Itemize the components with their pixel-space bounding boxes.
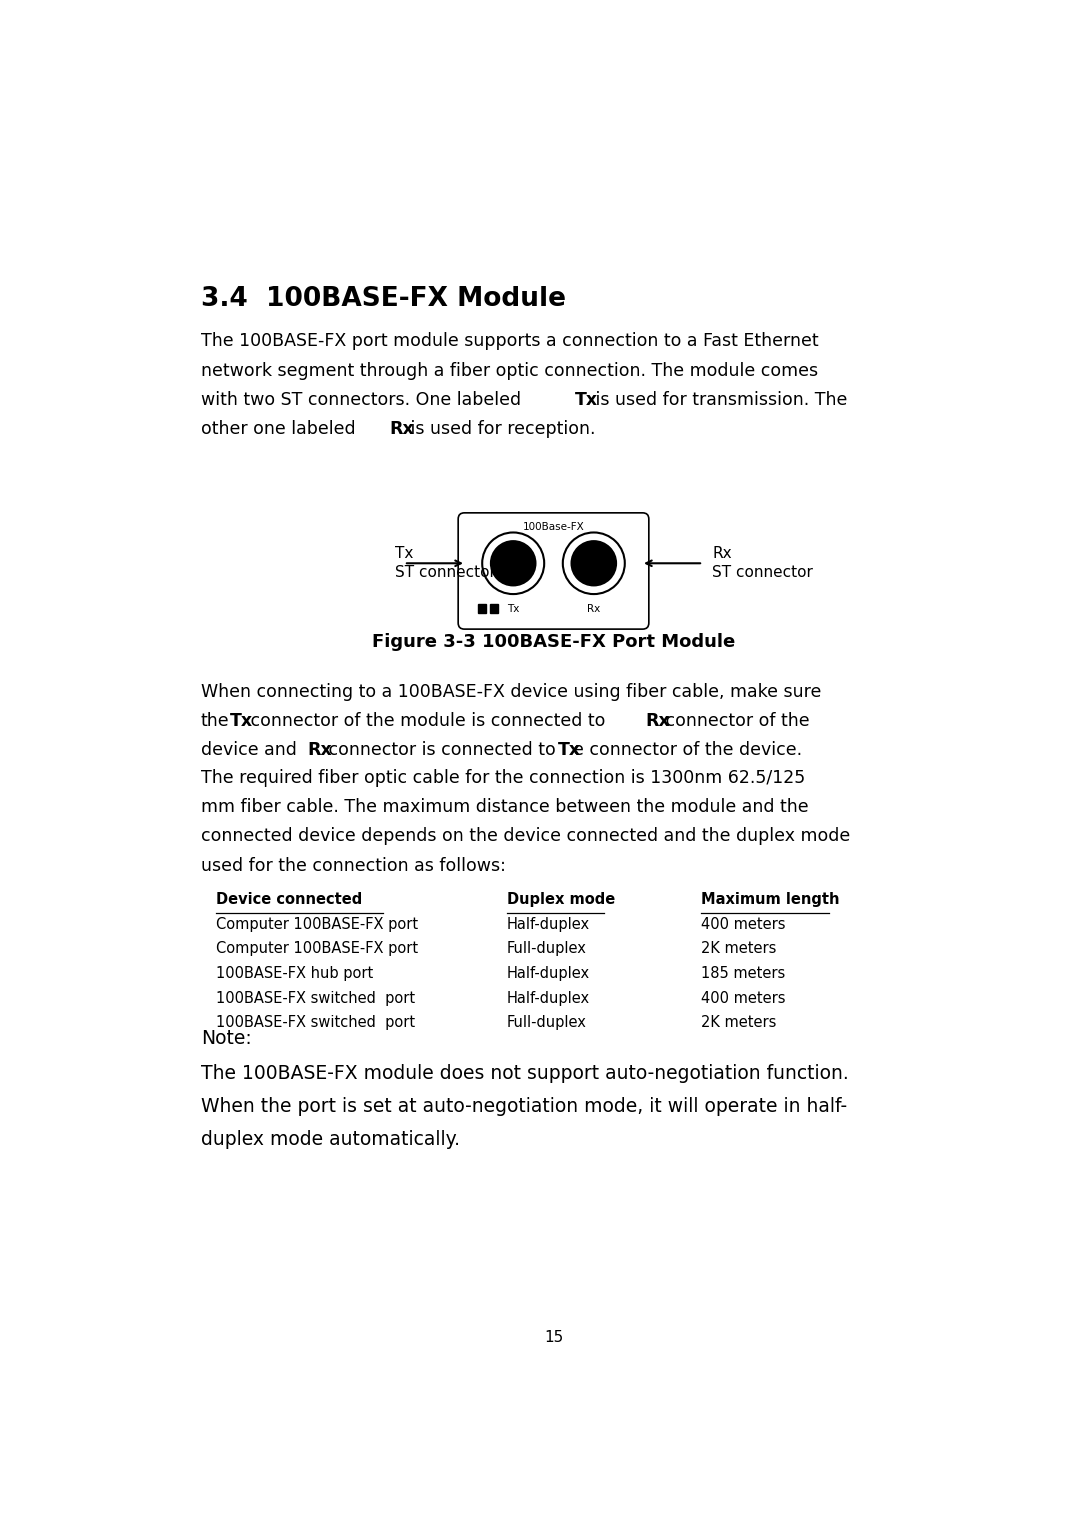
Bar bbox=[477, 604, 486, 613]
Text: Note:: Note: bbox=[201, 1030, 252, 1048]
Text: Half-duplex: Half-duplex bbox=[507, 991, 590, 1005]
Text: Duplex mode: Duplex mode bbox=[507, 891, 616, 907]
Text: Full-duplex: Full-duplex bbox=[507, 941, 586, 956]
Text: ST connector: ST connector bbox=[713, 564, 813, 579]
Circle shape bbox=[563, 532, 625, 595]
Text: e connector of the device.: e connector of the device. bbox=[572, 741, 802, 759]
Text: Half-duplex: Half-duplex bbox=[507, 916, 590, 931]
Text: Maximum length: Maximum length bbox=[701, 891, 839, 907]
Text: When the port is set at auto-negotiation mode, it will operate in half-: When the port is set at auto-negotiation… bbox=[201, 1097, 847, 1116]
Text: Rx: Rx bbox=[713, 546, 732, 561]
Circle shape bbox=[490, 541, 536, 586]
Text: 100BASE-FX switched  port: 100BASE-FX switched port bbox=[216, 991, 416, 1005]
Text: connector of the: connector of the bbox=[661, 712, 810, 730]
Text: Tx: Tx bbox=[394, 546, 413, 561]
Text: The 100BASE-FX module does not support auto-negotiation function.: The 100BASE-FX module does not support a… bbox=[201, 1064, 849, 1082]
Bar bbox=[490, 604, 499, 613]
Text: 100BASE-FX switched  port: 100BASE-FX switched port bbox=[216, 1016, 416, 1030]
Text: device and: device and bbox=[201, 741, 297, 759]
Text: The 100BASE-FX port module supports a connection to a Fast Ethernet: The 100BASE-FX port module supports a co… bbox=[201, 332, 819, 350]
Text: the: the bbox=[201, 712, 229, 730]
Text: other one labeled: other one labeled bbox=[201, 420, 355, 438]
Circle shape bbox=[571, 541, 617, 586]
Text: Rx: Rx bbox=[588, 604, 600, 615]
Text: Device connected: Device connected bbox=[216, 891, 363, 907]
Text: network segment through a fiber optic connection. The module comes: network segment through a fiber optic co… bbox=[201, 361, 818, 380]
Text: 100BASE-FX hub port: 100BASE-FX hub port bbox=[216, 965, 374, 981]
Text: is used for reception.: is used for reception. bbox=[405, 420, 595, 438]
Text: Computer 100BASE-FX port: Computer 100BASE-FX port bbox=[216, 916, 419, 931]
Text: used for the connection as follows:: used for the connection as follows: bbox=[201, 856, 505, 875]
Text: with two ST connectors. One labeled: with two ST connectors. One labeled bbox=[201, 390, 521, 409]
Text: Half-duplex: Half-duplex bbox=[507, 965, 590, 981]
Text: ST connector: ST connector bbox=[394, 564, 496, 579]
Text: connected device depends on the device connected and the duplex mode: connected device depends on the device c… bbox=[201, 827, 850, 845]
Text: duplex mode automatically.: duplex mode automatically. bbox=[201, 1130, 460, 1150]
Text: mm fiber cable. The maximum distance between the module and the: mm fiber cable. The maximum distance bet… bbox=[201, 798, 809, 816]
Text: Tx: Tx bbox=[230, 712, 253, 730]
Text: The required fiber optic cable for the connection is 1300nm 62.5/125: The required fiber optic cable for the c… bbox=[201, 768, 805, 787]
Text: Tx: Tx bbox=[575, 390, 597, 409]
Text: When connecting to a 100BASE-FX device using fiber cable, make sure: When connecting to a 100BASE-FX device u… bbox=[201, 682, 821, 701]
Text: Full-duplex: Full-duplex bbox=[507, 1016, 586, 1030]
Text: Tx: Tx bbox=[557, 741, 581, 759]
Text: Rx: Rx bbox=[389, 420, 414, 438]
Text: 2K meters: 2K meters bbox=[701, 941, 777, 956]
Text: 400 meters: 400 meters bbox=[701, 916, 785, 931]
Text: 2K meters: 2K meters bbox=[701, 1016, 777, 1030]
FancyBboxPatch shape bbox=[458, 513, 649, 629]
Text: 185 meters: 185 meters bbox=[701, 965, 785, 981]
Text: is used for transmission. The: is used for transmission. The bbox=[590, 390, 848, 409]
Text: 3.4  100BASE-FX Module: 3.4 100BASE-FX Module bbox=[201, 286, 566, 312]
Text: Figure 3-3 100BASE-FX Port Module: Figure 3-3 100BASE-FX Port Module bbox=[372, 633, 735, 650]
Text: connector is connected to: connector is connected to bbox=[323, 741, 561, 759]
Text: Rx: Rx bbox=[645, 712, 670, 730]
Text: Tx: Tx bbox=[507, 604, 519, 615]
Text: Computer 100BASE-FX port: Computer 100BASE-FX port bbox=[216, 941, 419, 956]
Text: 100Base-FX: 100Base-FX bbox=[523, 523, 584, 532]
Text: connector of the module is connected to: connector of the module is connected to bbox=[245, 712, 606, 730]
Circle shape bbox=[482, 532, 544, 595]
Text: 400 meters: 400 meters bbox=[701, 991, 785, 1005]
Text: Rx: Rx bbox=[307, 741, 332, 759]
Text: 15: 15 bbox=[544, 1330, 563, 1345]
